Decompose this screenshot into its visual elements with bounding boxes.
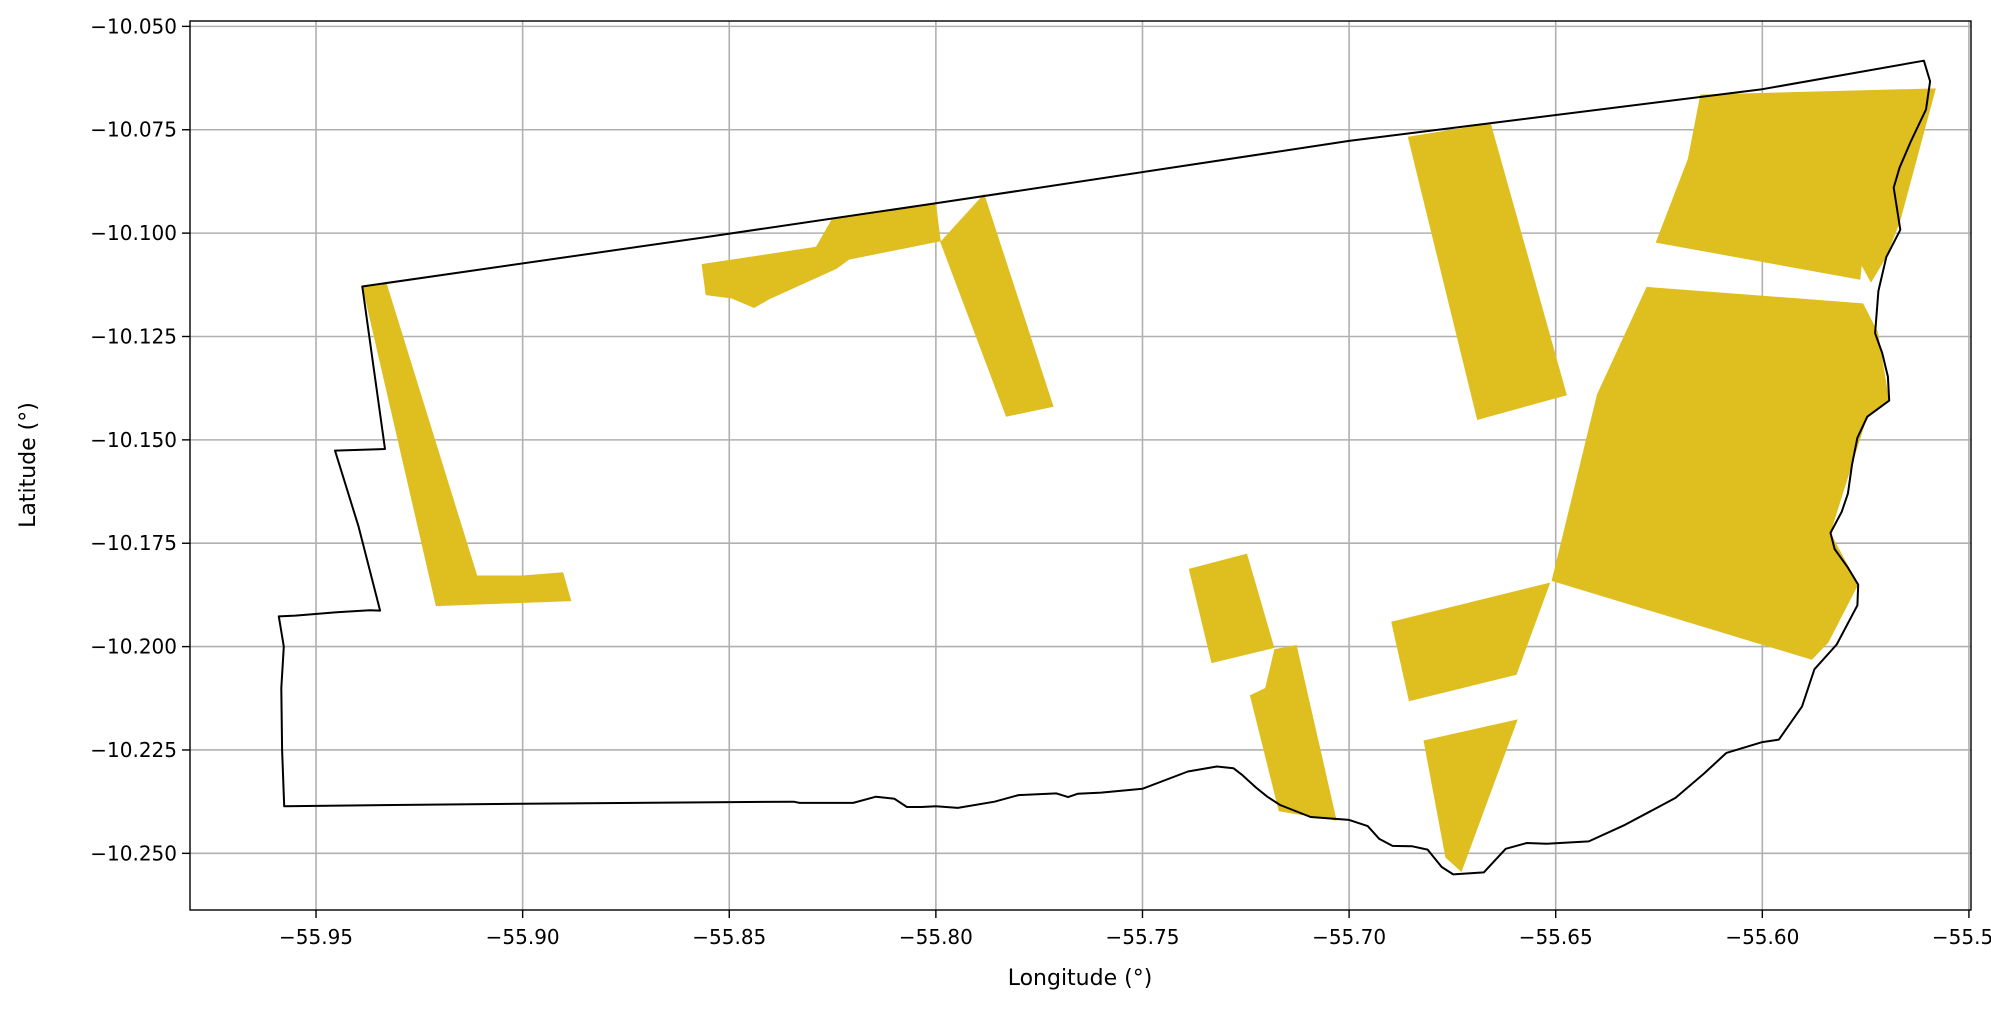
y-tick-label: −10.175	[90, 531, 177, 555]
x-tick-label: −55.75	[1105, 925, 1179, 949]
x-tick-label: −55.85	[692, 925, 766, 949]
x-tick-label: −55.80	[899, 925, 973, 949]
y-tick-label: −10.075	[90, 118, 177, 142]
y-tick-label: −10.150	[90, 428, 177, 452]
y-tick-label: −10.250	[90, 841, 177, 865]
x-tick-label: −55.55	[1932, 925, 1991, 949]
y-tick-label: −10.050	[90, 14, 177, 38]
y-tick-label: −10.100	[90, 221, 177, 245]
y-axis-label: Latitude (°)	[16, 402, 41, 528]
x-tick-label: −55.70	[1312, 925, 1386, 949]
y-tick-label: −10.200	[90, 635, 177, 659]
x-axis-label: Longitude (°)	[1008, 966, 1153, 991]
x-tick-label: −55.65	[1519, 925, 1593, 949]
x-tick-label: −55.90	[486, 925, 560, 949]
x-tick-label: −55.60	[1725, 925, 1799, 949]
y-tick-label: −10.225	[90, 738, 177, 762]
y-tick-label: −10.125	[90, 324, 177, 348]
x-tick-label: −55.95	[279, 925, 353, 949]
